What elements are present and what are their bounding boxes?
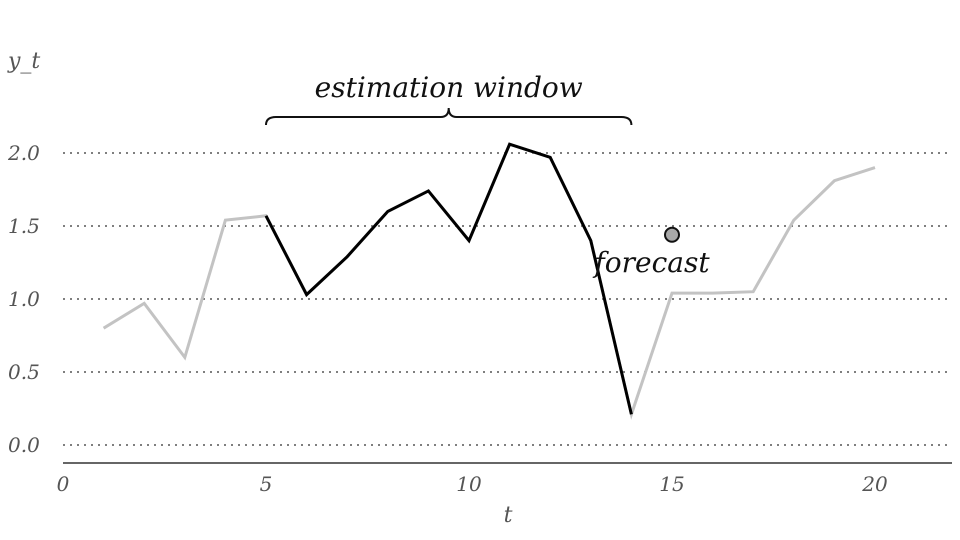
x-tick-label: 10 xyxy=(456,472,482,496)
forecast-point xyxy=(664,226,680,243)
x-tick-labels: 0 5 10 15 20 xyxy=(57,472,888,496)
y-tick-label: 1.5 xyxy=(8,214,40,238)
y-tick-label: 0.0 xyxy=(8,433,40,457)
grid-lines xyxy=(63,152,952,446)
series-line xyxy=(102,142,876,420)
y-tick-labels: 0.0 0.5 1.0 1.5 2.0 xyxy=(7,141,40,457)
series-lines xyxy=(102,142,876,420)
estimation-window-brace xyxy=(265,107,633,126)
annotations: estimation window forecast xyxy=(265,71,710,279)
x-axis-label: t xyxy=(504,503,513,528)
y-tick-label: 1.0 xyxy=(8,287,40,311)
estimation-window-label: estimation window xyxy=(315,71,583,104)
y-tick-label: 0.5 xyxy=(8,360,40,384)
y-axis-label: y_t xyxy=(7,49,40,74)
forecast-label: forecast xyxy=(592,246,710,279)
x-tick-label: 5 xyxy=(260,472,273,496)
x-tick-label: 20 xyxy=(861,472,888,496)
estimation-window-line xyxy=(264,142,633,415)
x-tick-label: 0 xyxy=(57,472,70,496)
x-tick-label: 15 xyxy=(659,472,684,496)
y-tick-label: 2.0 xyxy=(7,141,40,165)
